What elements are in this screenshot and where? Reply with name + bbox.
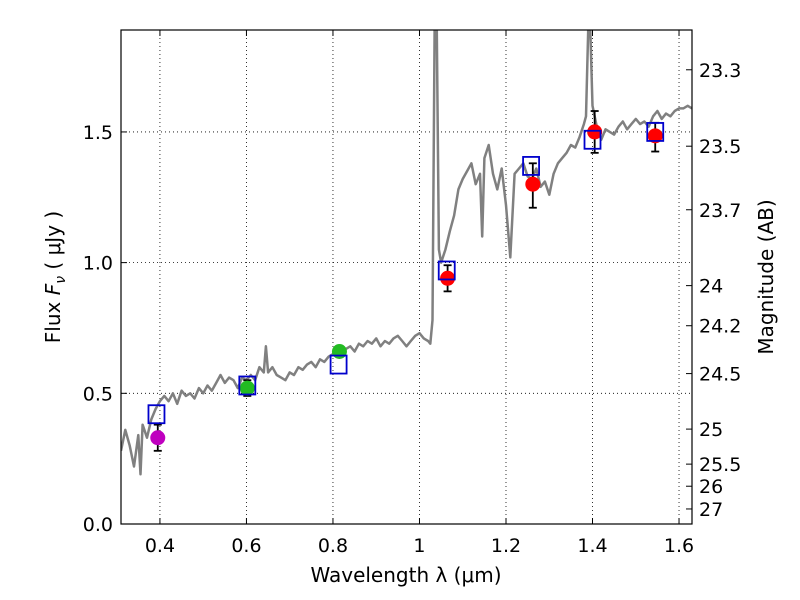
observed-point [440, 270, 456, 286]
y2-tick-label: 23.7 [699, 200, 741, 222]
observed-point [525, 176, 541, 192]
y2-tick-label: 27 [699, 499, 723, 521]
y2-tick-label: 24 [699, 276, 723, 298]
x-tick-label: 1.4 [577, 535, 607, 557]
y2-tick-label: 23.5 [699, 136, 741, 158]
y-axis-label-unit: ( μJy ) [41, 211, 65, 276]
y-axis-label: Flux Fν ( μJy ) [41, 211, 69, 343]
y-axis-ticks: 0.0 0.5 1.0 1.5 [83, 122, 127, 536]
y2-tick-label: 24.2 [699, 316, 741, 338]
y2-axis-label: Magnitude (AB) [754, 199, 778, 354]
observed-point [150, 430, 166, 446]
observed-point [239, 380, 255, 396]
x-tick-label: 1.6 [664, 535, 694, 557]
model-band-box [147, 404, 166, 425]
y-tick-label: 0.5 [83, 383, 113, 405]
y2-tick-label: 25.5 [699, 454, 741, 476]
y2-tick-label: 26 [699, 476, 723, 498]
x-axis-ticks: 0.4 0.6 0.8 1 1.2 1.4 1.6 [145, 30, 694, 557]
x-tick-label: 0.8 [318, 535, 348, 557]
model-band-box [329, 354, 348, 375]
plot-frame [120, 29, 693, 525]
x-axis-label: Wavelength λ (μm) [310, 563, 501, 587]
y-axis-label-subscript: ν [53, 276, 69, 284]
x-tick-label: 1 [413, 535, 425, 557]
y-axis-label-prefix: Flux [41, 295, 65, 343]
x-tick-label: 0.6 [231, 535, 261, 557]
observed-point [647, 128, 663, 144]
y2-tick-label: 25 [699, 419, 723, 441]
model-spectrum-line [121, 30, 692, 476]
plot-background [121, 30, 692, 524]
x-tick-label: 1.2 [491, 535, 521, 557]
observed-point [331, 343, 347, 359]
model-band-box [437, 260, 456, 281]
y-tick-label: 1.0 [83, 253, 113, 275]
model-band-box [583, 129, 602, 150]
y-tick-label: 1.5 [83, 122, 113, 144]
y-axis-label-symbol: F [41, 283, 65, 295]
y2-tick-label: 24.5 [699, 364, 741, 386]
observed-points [150, 124, 663, 446]
model-band-box [522, 156, 540, 176]
y2-tick-label: 23.3 [699, 60, 741, 82]
model-band-boxes [147, 122, 665, 425]
x-tick-label: 0.4 [145, 535, 175, 557]
y-tick-label: 0.0 [83, 514, 113, 536]
model-band-box [646, 122, 665, 142]
observed-point [587, 124, 603, 140]
model-band-box [238, 375, 257, 396]
